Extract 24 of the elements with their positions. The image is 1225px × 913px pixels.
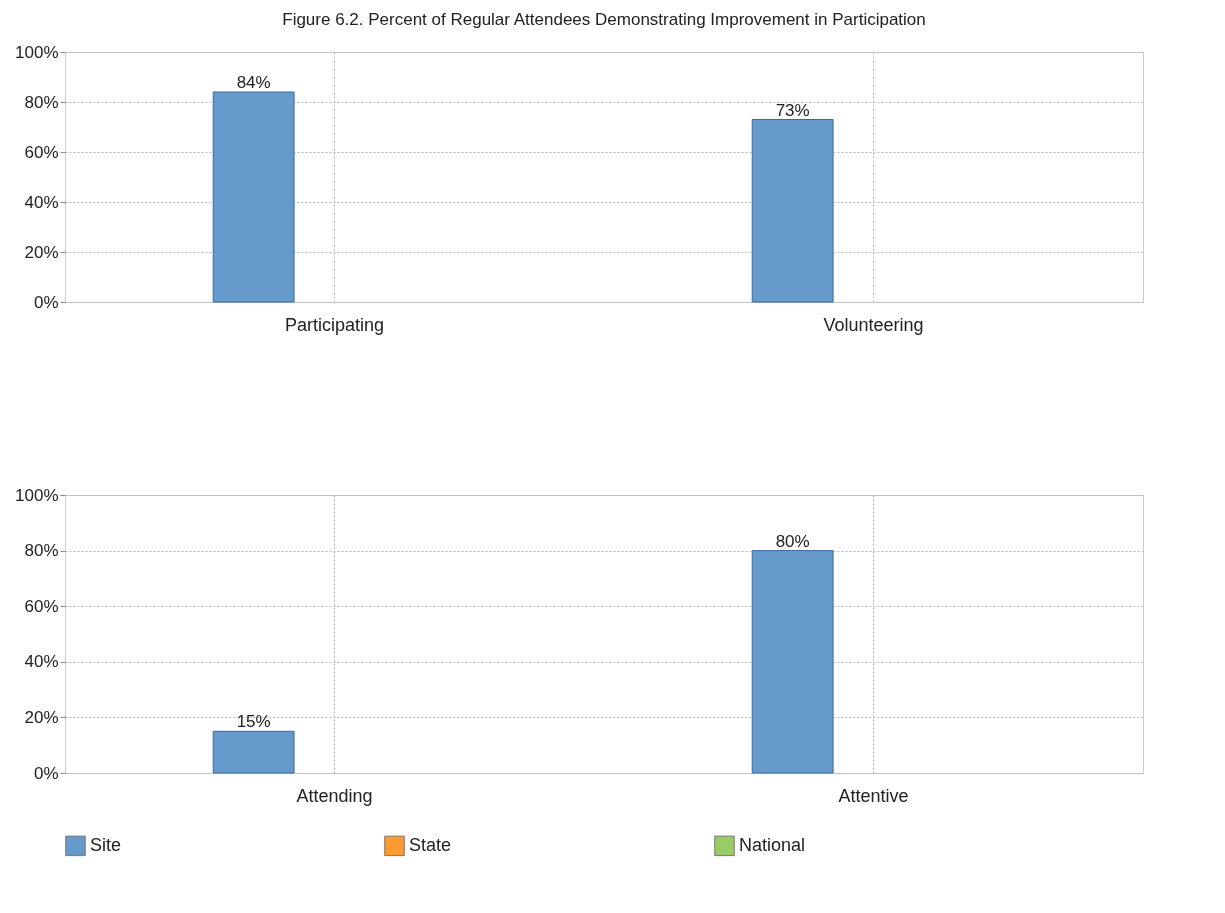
legend-label: Site: [90, 834, 122, 855]
y-tick-label: 40%: [24, 192, 59, 212]
data-label: 80%: [775, 531, 810, 551]
y-tick-label: 40%: [24, 652, 59, 672]
x-tick-label: Participating: [284, 314, 385, 335]
x-tick-label: Attentive: [838, 785, 909, 806]
y-tick-label: 0%: [33, 763, 59, 783]
y-tick-label: 100%: [15, 42, 59, 62]
data-label: 73%: [775, 100, 810, 120]
y-tick-label: 80%: [24, 92, 59, 112]
y-tick-label: 0%: [33, 292, 59, 312]
chart-title: Figure 6.2. Percent of Regular Attendees Demonstrating Improvement in Participation: [282, 10, 926, 29]
y-tick-label: 20%: [24, 707, 59, 727]
legend-label: National: [739, 834, 806, 855]
legend-label: State: [409, 834, 452, 855]
y-tick-label: 60%: [24, 596, 59, 616]
y-tick-label: 20%: [24, 242, 59, 262]
y-tick-label: 60%: [24, 142, 59, 162]
y-tick-label: 100%: [15, 485, 59, 505]
y-tick-label: 80%: [24, 541, 59, 561]
data-label: 84%: [236, 73, 271, 92]
data-label: 15%: [236, 712, 271, 732]
x-tick-label: Volunteering: [823, 314, 924, 335]
x-tick-label: Attending: [296, 785, 373, 806]
